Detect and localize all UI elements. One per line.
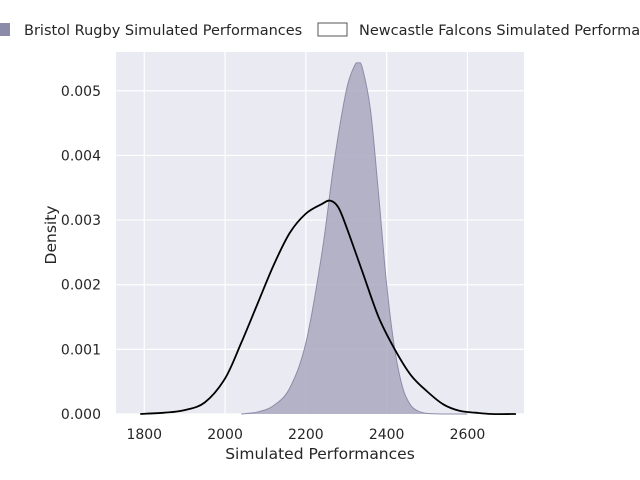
x-tick-label-2: 2200: [288, 427, 324, 443]
series-layer: [140, 62, 516, 415]
legend: Bristol Rugby Simulated Performances New…: [0, 22, 640, 39]
y-tick-label-0: 0.000: [61, 407, 101, 423]
x-axis-title: Simulated Performances: [225, 445, 415, 463]
y-tick-labels: 0.000 0.001 0.002 0.003 0.004 0.005: [61, 84, 101, 423]
y-tick-label-2: 0.002: [61, 278, 101, 294]
y-tick-label-3: 0.003: [61, 213, 101, 229]
grid-lines: [116, 52, 524, 415]
y-tick-label-4: 0.004: [61, 148, 101, 164]
x-tick-label-1: 2000: [207, 427, 243, 443]
series-bristol-outline: [241, 62, 468, 415]
legend-swatch-newcastle: [317, 22, 348, 37]
legend-label-newcastle: Newcastle Falcons Simulated Performances: [359, 23, 640, 39]
series-bristol-area: [241, 62, 468, 415]
legend-label-bristol: Bristol Rugby Simulated Performances: [24, 23, 302, 39]
y-tick-label-5: 0.005: [61, 84, 101, 100]
x-tick-label-0: 1800: [126, 427, 162, 443]
series-newcastle-line: [140, 199, 516, 415]
x-tick-labels: 1800 2000 2200 2400 2600: [126, 427, 485, 443]
x-tick-label-3: 2400: [369, 427, 405, 443]
y-tick-label-1: 0.001: [61, 342, 101, 358]
legend-swatch-bristol: [0, 23, 10, 36]
x-tick-label-4: 2600: [450, 427, 486, 443]
y-axis-title: Density: [42, 206, 60, 265]
